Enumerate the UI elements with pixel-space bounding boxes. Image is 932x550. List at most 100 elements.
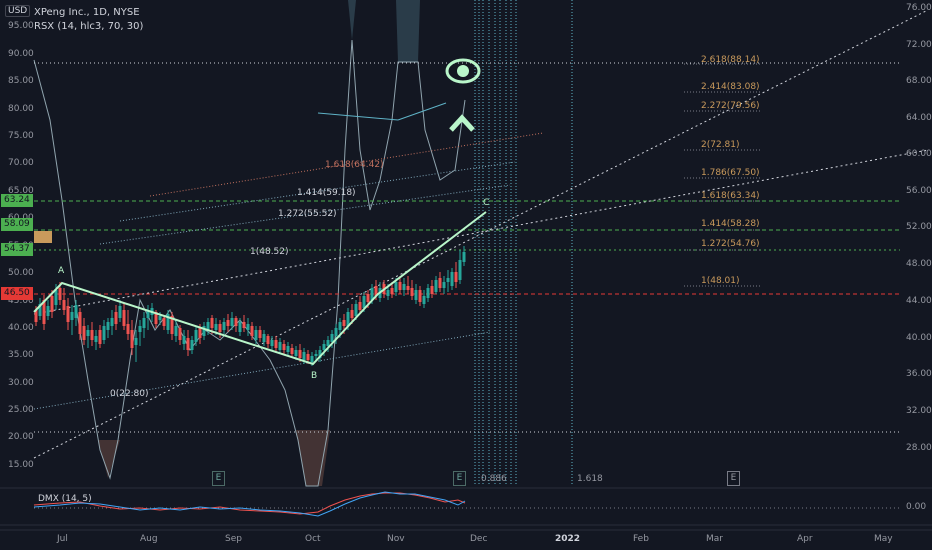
candle-body xyxy=(62,300,66,310)
fib-channel-label: 0(22.80) xyxy=(110,389,149,399)
time-axis-tick: Sep xyxy=(225,534,242,544)
fib-level-label: 1.618(63.34) xyxy=(701,191,760,201)
candle-body xyxy=(282,344,286,350)
candle-body xyxy=(138,326,142,332)
candle-body xyxy=(270,340,274,346)
current-price-badge xyxy=(34,231,52,243)
right-axis-tick: 64.00 xyxy=(906,113,932,123)
left-axis-tick: 80.00 xyxy=(8,104,34,114)
candle-body xyxy=(262,334,266,342)
time-axis-tick: Dec xyxy=(470,534,488,544)
candle-body xyxy=(434,280,438,292)
candle-body xyxy=(318,350,322,358)
candle-body xyxy=(462,252,466,262)
pattern-point-label: B xyxy=(311,371,318,381)
candle-body xyxy=(110,318,114,326)
currency-label[interactable]: USD xyxy=(5,5,31,17)
fib-channel-label: 1(48.52) xyxy=(250,247,289,257)
time-axis-tick: Aug xyxy=(140,534,158,544)
candle-body xyxy=(338,322,342,330)
chevron-up-icon[interactable] xyxy=(448,110,476,134)
candle-body xyxy=(86,330,90,336)
candle-body xyxy=(94,336,98,342)
left-axis-tick: 35.00 xyxy=(8,350,34,360)
time-axis-tick: Feb xyxy=(633,534,649,544)
left-axis-tick: 45.00 xyxy=(8,296,34,306)
candle-body xyxy=(430,286,434,294)
right-axis-tick: 60.00 xyxy=(906,149,932,159)
right-axis-tick: 28.00 xyxy=(906,443,932,453)
candle-body xyxy=(78,312,82,334)
left-axis-tick: 85.00 xyxy=(8,76,34,86)
candle-body xyxy=(222,322,226,330)
candle-body xyxy=(446,278,450,282)
fib-level-label: 1.414(58.28) xyxy=(701,219,760,229)
candle-body xyxy=(362,296,366,308)
candle-body xyxy=(450,272,454,286)
earnings-marker-icon[interactable]: E xyxy=(727,471,740,486)
candle-body xyxy=(442,282,446,288)
candle-body xyxy=(310,356,314,362)
candle-body xyxy=(398,282,402,290)
right-axis-tick: 0.00 xyxy=(906,502,927,512)
fib-channel-label: 1.618(64.42) xyxy=(325,160,384,170)
candle-body xyxy=(178,328,182,340)
left-axis-tick: 70.00 xyxy=(8,158,34,168)
candle-body xyxy=(34,310,38,322)
left-axis-tick: 15.00 xyxy=(8,460,34,470)
candle-body xyxy=(166,314,170,330)
candle-body xyxy=(182,336,186,344)
fib-level-label: 1(48.01) xyxy=(701,276,740,286)
candle-body xyxy=(342,320,346,326)
fib-channel-label: 1.272(55.52) xyxy=(278,209,337,219)
eye-icon[interactable] xyxy=(445,56,481,86)
fib-channel-label: 1.414(59.18) xyxy=(297,188,356,198)
candle-body xyxy=(390,288,394,294)
earnings-marker-icon[interactable]: E xyxy=(453,471,466,486)
candle-body xyxy=(330,334,334,342)
candle-body xyxy=(38,304,42,316)
candle-body xyxy=(278,342,282,350)
chart-legend: XPeng Inc., 1D, NYSE RSX (14, hlc3, 70, … xyxy=(34,6,143,34)
time-axis-tick: Apr xyxy=(797,534,813,544)
candle-body xyxy=(170,316,174,334)
left-axis-tick: 25.00 xyxy=(8,405,34,415)
candle-body xyxy=(354,304,358,316)
fib-time-label: 0.886 xyxy=(481,474,507,484)
candle-body xyxy=(154,312,158,324)
candle-body xyxy=(126,324,130,334)
left-axis-tick: 40.00 xyxy=(8,323,34,333)
candle-body xyxy=(106,322,110,330)
candle-body xyxy=(214,324,218,330)
candle-body xyxy=(258,330,262,338)
earnings-marker-icon[interactable]: E xyxy=(212,471,225,486)
right-axis-tick: 48.00 xyxy=(906,259,932,269)
candle-body xyxy=(226,320,230,326)
candle-body xyxy=(122,310,126,326)
candle-body xyxy=(98,330,102,344)
candle-body xyxy=(410,288,414,296)
candle-body xyxy=(294,350,298,356)
candle-body xyxy=(426,288,430,298)
dmx-legend[interactable]: DMX (14, 5) xyxy=(38,494,92,504)
candle-body xyxy=(302,352,306,360)
candle-body xyxy=(402,284,406,290)
candle-body xyxy=(50,296,54,312)
indicator-title[interactable]: RSX (14, hlc3, 70, 30) xyxy=(34,21,144,32)
candle-body xyxy=(322,344,326,350)
candle-body xyxy=(454,272,458,282)
time-axis-tick: Nov xyxy=(387,534,405,544)
left-axis-tick: 50.00 xyxy=(8,268,34,278)
candle-body xyxy=(210,318,214,328)
candle-body xyxy=(422,296,426,304)
symbol-title[interactable]: XPeng Inc., 1D, NYSE xyxy=(34,7,140,18)
time-axis-tick: Mar xyxy=(706,534,723,544)
candle-body xyxy=(386,290,390,296)
candle-body xyxy=(158,316,162,320)
candle-body xyxy=(146,310,150,318)
candle-body xyxy=(346,312,350,326)
candle-body xyxy=(66,306,70,322)
candle-body xyxy=(246,324,250,330)
candle-body xyxy=(414,290,418,300)
